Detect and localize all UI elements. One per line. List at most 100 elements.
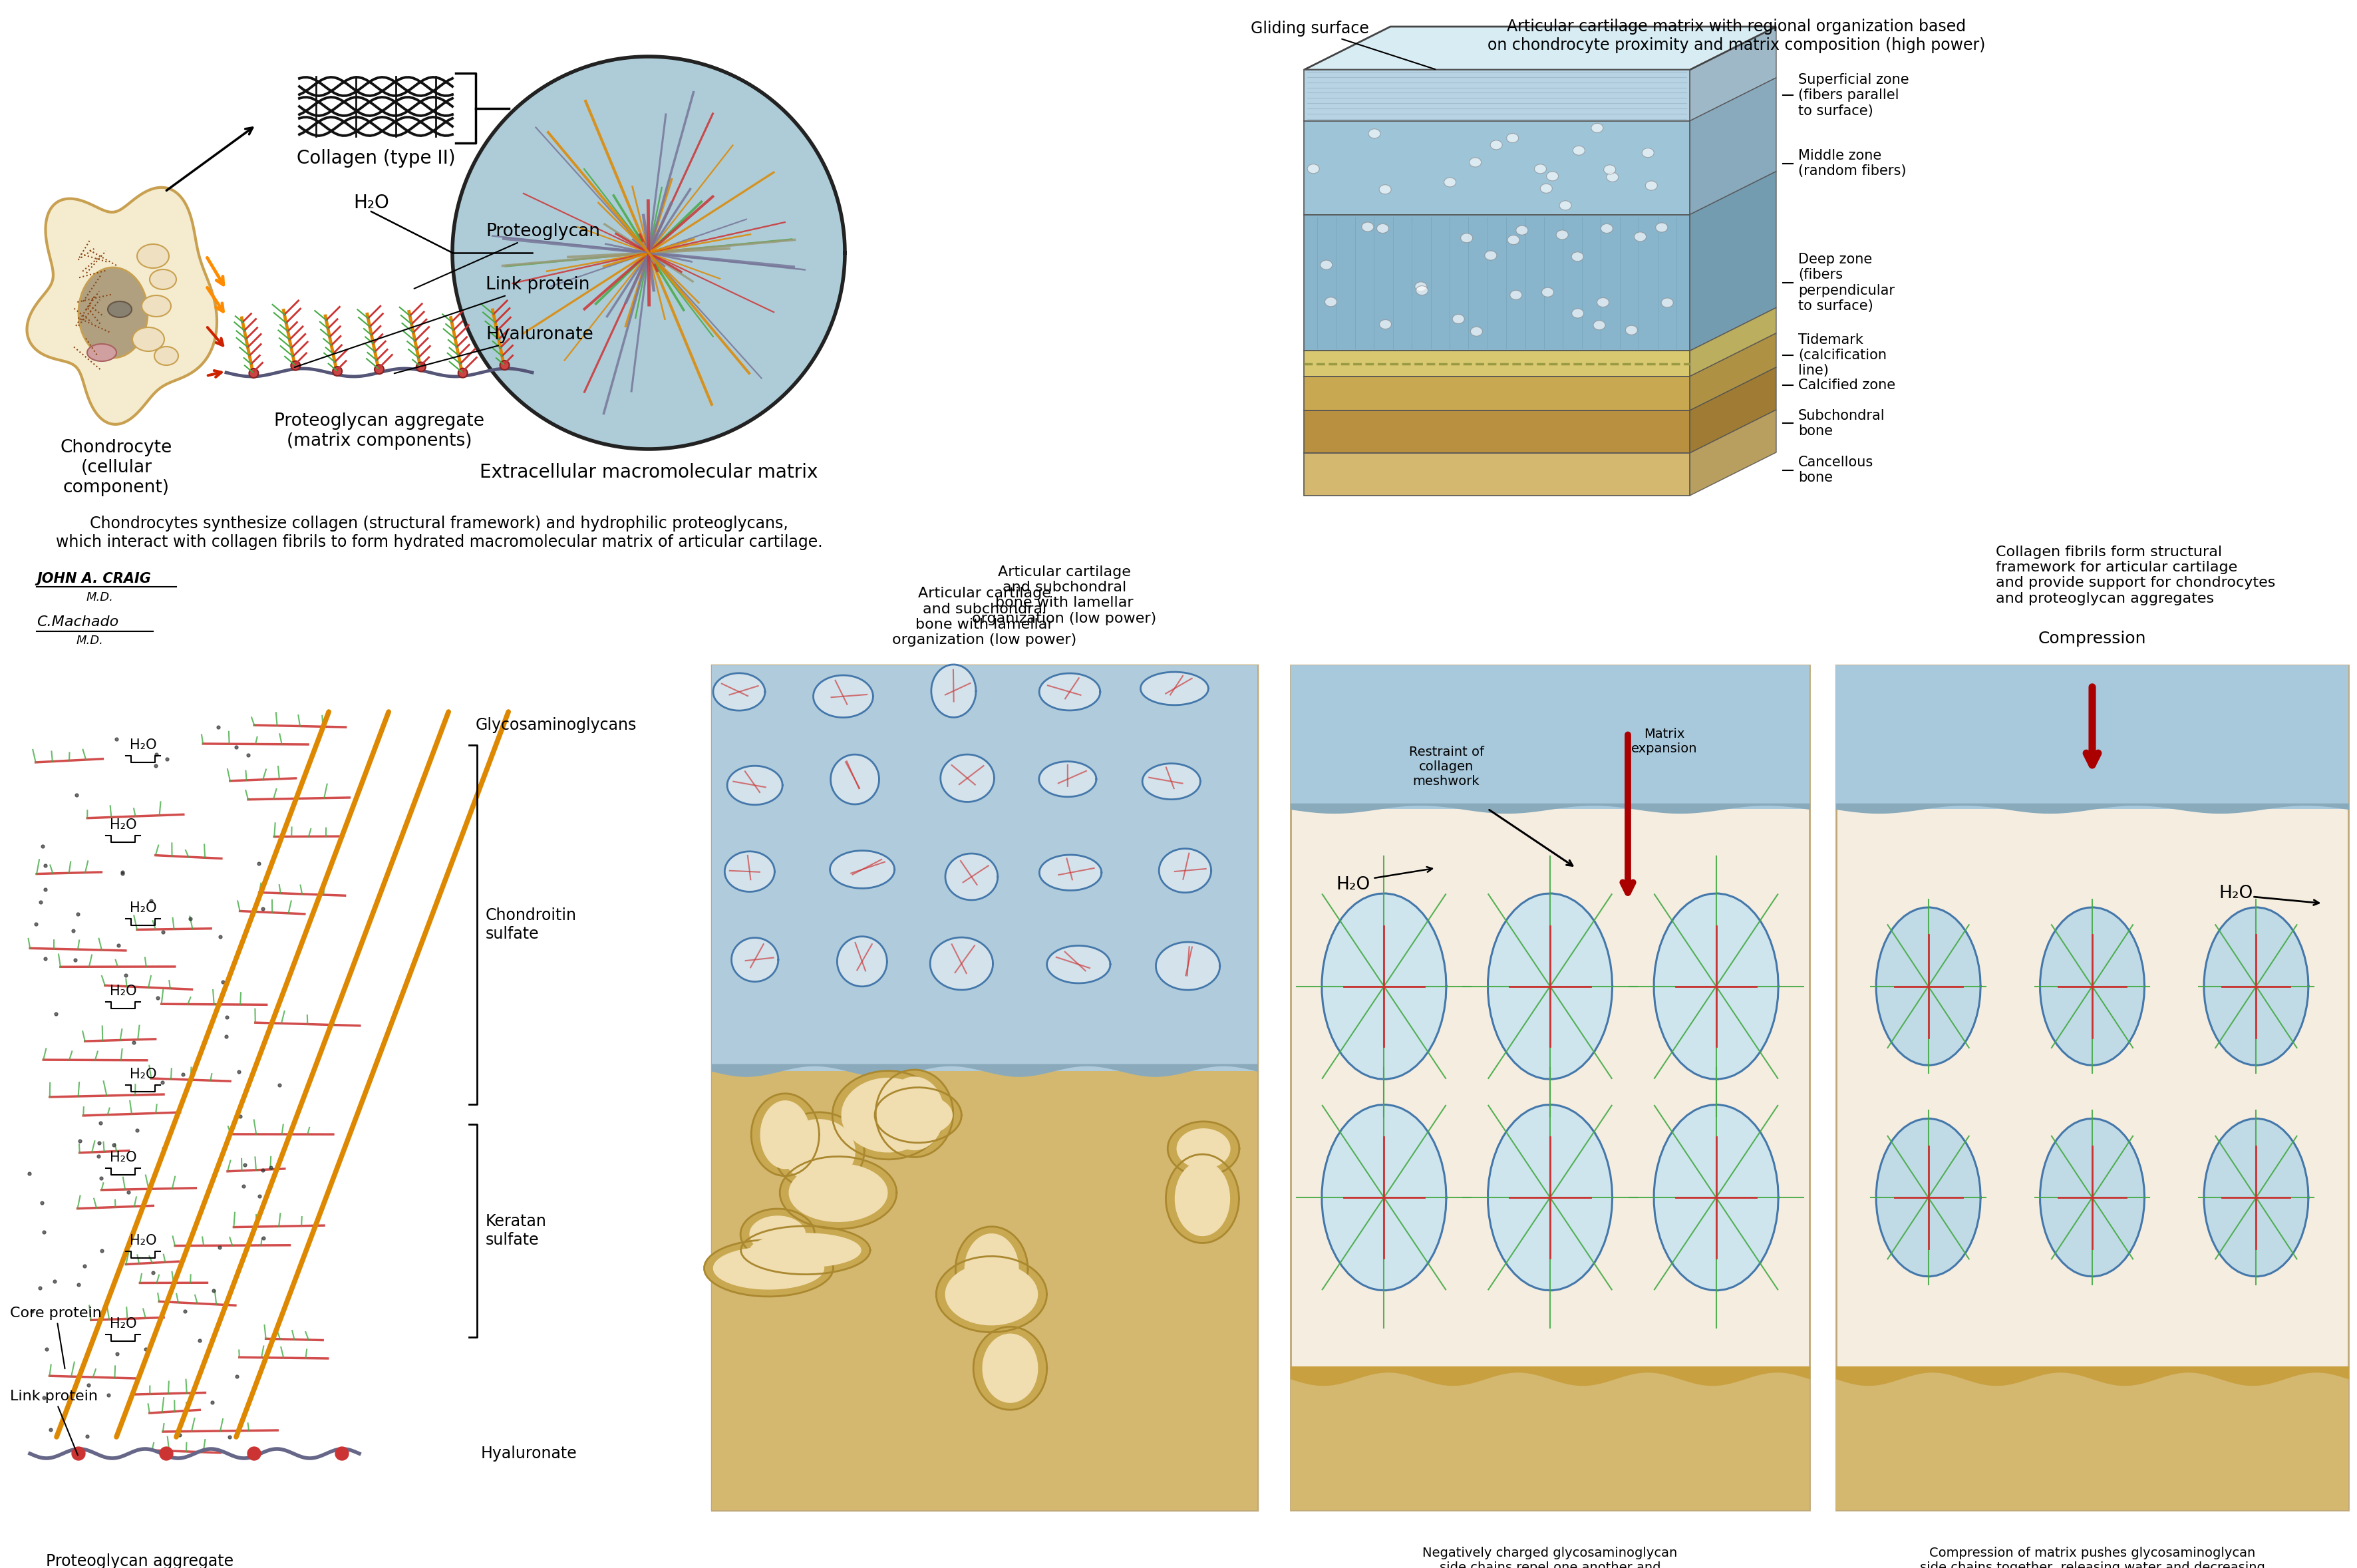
Ellipse shape — [1603, 165, 1615, 174]
Polygon shape — [714, 1247, 825, 1289]
Bar — [1303, 215, 1690, 351]
Polygon shape — [773, 1112, 865, 1190]
Polygon shape — [783, 1120, 856, 1182]
Text: Cancellous
bone: Cancellous bone — [1798, 456, 1874, 485]
Ellipse shape — [1461, 234, 1473, 243]
Circle shape — [375, 365, 384, 375]
Polygon shape — [335, 1447, 349, 1460]
Text: H₂O: H₂O — [130, 739, 156, 751]
Polygon shape — [1176, 1129, 1230, 1168]
Text: Subchondral
bone: Subchondral bone — [1798, 409, 1886, 437]
Polygon shape — [884, 1094, 952, 1135]
Ellipse shape — [1445, 177, 1457, 187]
Ellipse shape — [1320, 260, 1332, 270]
Ellipse shape — [1534, 165, 1546, 174]
Polygon shape — [761, 1101, 811, 1168]
Text: M.D.: M.D. — [75, 635, 104, 646]
Text: Articular cartilage
and subchondral
bone with lamellar
organization (low power): Articular cartilage and subchondral bone… — [971, 566, 1157, 626]
Text: Negatively charged glycosaminoglycan
side chains repel one another and
attract w: Negatively charged glycosaminoglycan sid… — [1414, 1546, 1685, 1568]
Ellipse shape — [1662, 298, 1673, 307]
Text: Articular cartilage matrix with regional organization based
on chondrocyte proxi: Articular cartilage matrix with regional… — [1487, 19, 1985, 53]
Text: H₂O: H₂O — [111, 818, 137, 831]
Bar — [1836, 665, 2348, 1510]
Ellipse shape — [1508, 235, 1520, 245]
Polygon shape — [830, 850, 896, 889]
Text: Chondroitin
sulfate: Chondroitin sulfate — [486, 908, 577, 942]
Ellipse shape — [1490, 140, 1501, 149]
Text: Proteoglycan: Proteoglycan — [415, 223, 601, 289]
Bar — [1303, 411, 1690, 453]
Polygon shape — [750, 1234, 860, 1267]
Text: H₂O: H₂O — [111, 985, 137, 997]
Ellipse shape — [1452, 314, 1464, 323]
Polygon shape — [1039, 673, 1101, 710]
Polygon shape — [1047, 946, 1110, 983]
Text: Proteoglycan aggregate
(matrix components): Proteoglycan aggregate (matrix component… — [273, 412, 483, 450]
Polygon shape — [247, 1447, 262, 1460]
Text: Restraint of
collagen
meshwork: Restraint of collagen meshwork — [1409, 746, 1485, 787]
Polygon shape — [724, 851, 775, 892]
Polygon shape — [973, 1327, 1047, 1410]
Ellipse shape — [1511, 290, 1523, 299]
Polygon shape — [940, 754, 995, 801]
Polygon shape — [931, 665, 976, 718]
Bar — [19, 673, 460, 1516]
Polygon shape — [884, 1077, 943, 1149]
Ellipse shape — [1541, 287, 1553, 296]
Polygon shape — [1167, 1121, 1240, 1176]
Ellipse shape — [1414, 282, 1426, 292]
Ellipse shape — [1376, 224, 1388, 234]
Circle shape — [332, 367, 342, 376]
Text: Proteoglycan aggregate: Proteoglycan aggregate — [45, 1554, 233, 1568]
Polygon shape — [1176, 1162, 1230, 1236]
Ellipse shape — [1485, 251, 1497, 260]
Ellipse shape — [1600, 224, 1612, 234]
Text: Glycosaminoglycans: Glycosaminoglycans — [476, 717, 636, 734]
Ellipse shape — [108, 301, 132, 317]
Polygon shape — [1690, 307, 1777, 376]
Text: Compression of matrix pushes glycosaminoglycan
side chains together, releasing w: Compression of matrix pushes glycosamino… — [1919, 1546, 2265, 1568]
Text: H₂O: H₂O — [130, 902, 156, 914]
Polygon shape — [1690, 409, 1777, 495]
Text: Superficial zone
(fibers parallel
to surface): Superficial zone (fibers parallel to sur… — [1798, 74, 1909, 118]
Text: Calcified zone: Calcified zone — [1798, 378, 1895, 392]
Bar — [1303, 376, 1690, 411]
Ellipse shape — [1645, 180, 1657, 190]
Bar — [712, 665, 1256, 1510]
Polygon shape — [945, 853, 997, 900]
Polygon shape — [841, 1079, 936, 1152]
Ellipse shape — [1556, 230, 1567, 240]
Polygon shape — [731, 938, 778, 982]
Ellipse shape — [1308, 165, 1320, 174]
Ellipse shape — [1369, 129, 1381, 138]
Text: Articular cartilage
and subchondral
bone with lamellar
organization (low power): Articular cartilage and subchondral bone… — [893, 586, 1077, 646]
Ellipse shape — [1417, 285, 1428, 295]
Polygon shape — [714, 673, 766, 710]
Text: H₂O: H₂O — [1336, 877, 1369, 894]
Text: Link protein: Link protein — [9, 1389, 97, 1455]
Bar — [1303, 121, 1690, 215]
Text: M.D.: M.D. — [87, 591, 113, 604]
Circle shape — [290, 361, 299, 370]
Text: Chondrocyte
(cellular
component): Chondrocyte (cellular component) — [61, 439, 172, 497]
Polygon shape — [160, 1447, 172, 1460]
Text: Hyaluronate: Hyaluronate — [394, 326, 594, 373]
Ellipse shape — [1468, 158, 1480, 166]
Text: H₂O: H₂O — [111, 1317, 137, 1331]
Ellipse shape — [1626, 326, 1638, 336]
Polygon shape — [1167, 1154, 1240, 1243]
Bar — [1292, 665, 1810, 809]
Text: C.Machado: C.Machado — [38, 615, 118, 629]
Ellipse shape — [1379, 320, 1391, 329]
Circle shape — [457, 368, 467, 378]
Bar — [1303, 351, 1690, 376]
Circle shape — [500, 361, 509, 370]
Text: Link protein: Link protein — [295, 276, 589, 367]
Ellipse shape — [1471, 326, 1483, 336]
Ellipse shape — [137, 245, 170, 268]
Polygon shape — [1690, 78, 1777, 215]
Ellipse shape — [87, 343, 115, 361]
Text: Tidemark
(calcification
line): Tidemark (calcification line) — [1798, 332, 1886, 378]
Bar — [1303, 71, 1690, 121]
Bar — [712, 1071, 1256, 1510]
